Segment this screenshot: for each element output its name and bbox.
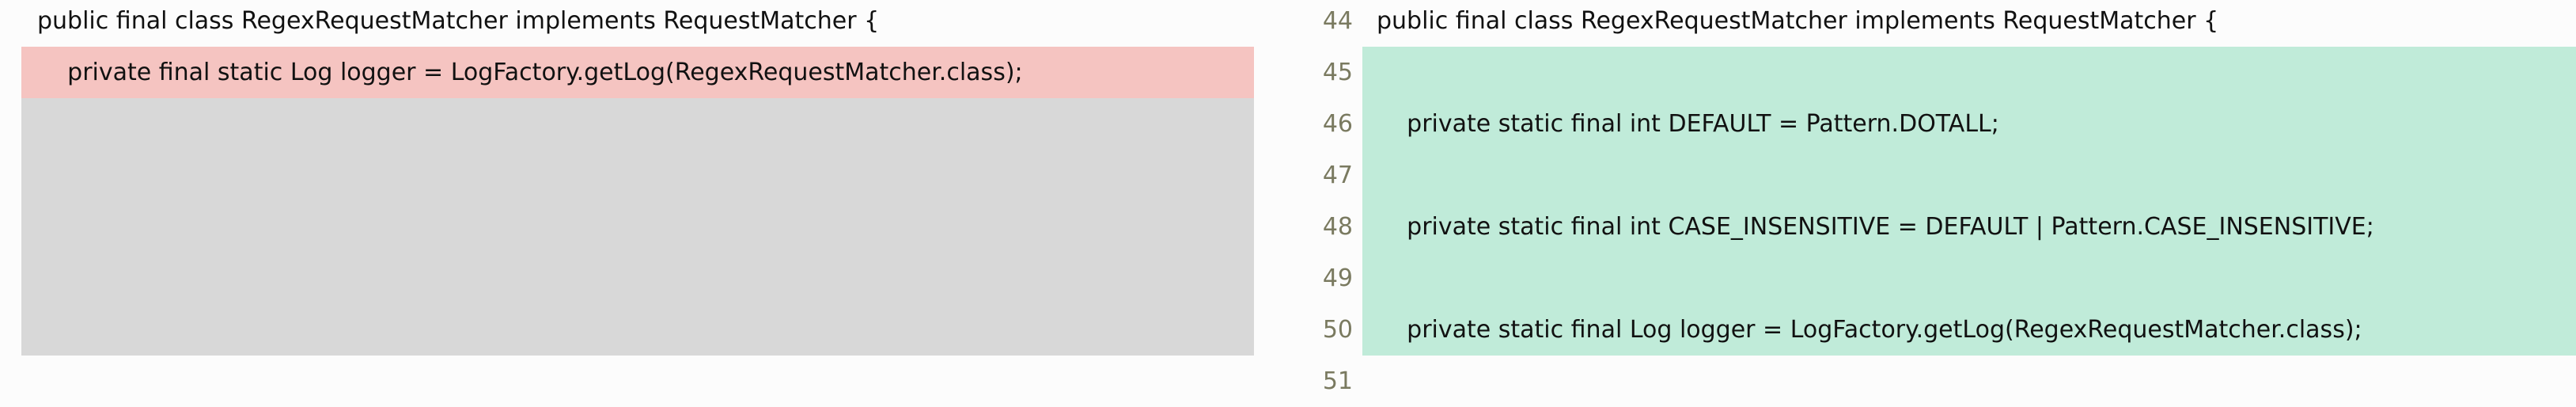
code-line <box>1362 150 2576 201</box>
line-number: 47 <box>1322 162 1353 189</box>
code-line <box>1362 253 2576 304</box>
code-line: private static final int DEFAULT = Patte… <box>1362 98 2576 150</box>
line-number: 45 <box>1322 59 1353 86</box>
code-line <box>1362 47 2576 98</box>
empty-filler <box>21 98 1254 356</box>
code-line: private static final Log logger = LogFac… <box>1362 304 2576 356</box>
code-line: public final class RegexRequestMatcher i… <box>37 7 880 35</box>
right-pane: 44 public final class RegexRequestMatcher… <box>1297 0 2576 395</box>
line-number: 46 <box>1322 110 1353 138</box>
line-number: 51 <box>1322 367 1353 395</box>
line-number: 44 <box>1322 7 1353 35</box>
code-line: private static final int CASE_INSENSITIV… <box>1362 201 2576 253</box>
diff-view: {"left": {"lines": [ {"text": "public fi… <box>0 0 2576 395</box>
line-number: 50 <box>1322 316 1353 344</box>
code-line: private final static Log logger = LogFac… <box>21 47 1254 98</box>
code-line: public final class RegexRequestMatcher i… <box>1377 7 2219 35</box>
line-number: 48 <box>1322 213 1353 241</box>
left-pane: public final class RegexRequestMatcher i… <box>0 0 1266 377</box>
line-number: 49 <box>1322 264 1353 292</box>
code-line <box>1362 356 2576 407</box>
